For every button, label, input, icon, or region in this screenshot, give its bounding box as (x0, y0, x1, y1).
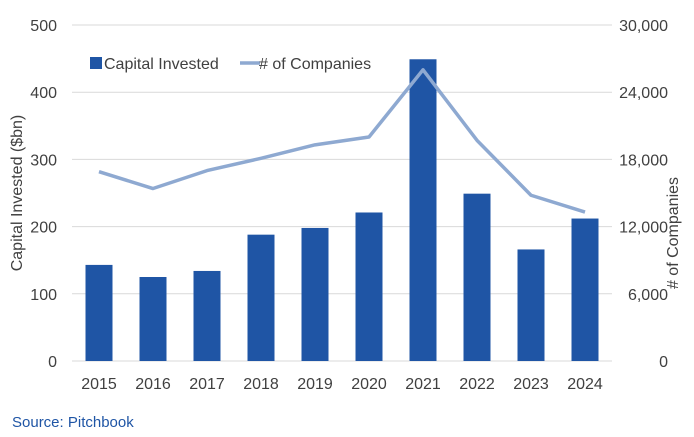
bar-series (85, 59, 599, 361)
y2-tick-label: 6,000 (628, 287, 668, 304)
bar-2019 (301, 227, 329, 361)
x-tick-label: 2022 (459, 376, 495, 393)
bar-2018 (247, 234, 275, 361)
y-axis-ticks: 0 100 200 300 400 500 (30, 18, 57, 371)
y-tick-label: 300 (30, 152, 57, 169)
y2-axis-ticks: 0 6,000 12,000 18,000 24,000 30,000 (619, 18, 668, 371)
y2-tick-label: 24,000 (619, 85, 668, 102)
y2-axis-title: # of Companies (665, 177, 682, 289)
y-tick-label: 200 (30, 220, 57, 237)
source-note: Source: Pitchbook (12, 414, 134, 431)
x-tick-label: 2024 (567, 376, 603, 393)
bar-2020 (355, 212, 383, 361)
y-axis-title: Capital Invested ($bn) (9, 115, 26, 272)
bar-2022 (463, 193, 491, 361)
x-tick-label: 2021 (405, 376, 441, 393)
bar-2024 (571, 218, 599, 361)
x-tick-label: 2019 (297, 376, 333, 393)
bar-2021 (409, 59, 437, 361)
y-tick-label: 500 (30, 18, 57, 35)
bar-2015 (85, 264, 113, 361)
companies-line (98, 68, 586, 214)
x-tick-label: 2020 (351, 376, 387, 393)
y2-tick-label: 12,000 (619, 220, 668, 237)
x-tick-label: 2018 (243, 376, 279, 393)
bar-2017 (193, 270, 221, 361)
x-tick-label: 2017 (189, 376, 225, 393)
x-tick-label: 2016 (135, 376, 171, 393)
legend-label-capital-invested: Capital Invested (104, 56, 219, 73)
legend-label-companies: # of Companies (259, 56, 371, 73)
y2-tick-label: 30,000 (619, 18, 668, 35)
x-axis-ticks: 2015 2016 2017 2018 2019 2020 2021 2022 2023 2024 (81, 376, 603, 393)
y2-tick-label: 18,000 (619, 152, 668, 169)
line-series (98, 68, 586, 214)
y-tick-label: 400 (30, 85, 57, 102)
legend: Capital Invested # of Companies (90, 56, 371, 73)
x-tick-label: 2015 (81, 376, 117, 393)
x-tick-label: 2023 (513, 376, 549, 393)
legend-swatch-capital-invested (90, 57, 102, 69)
y2-tick-label: 0 (659, 354, 668, 371)
y-tick-label: 100 (30, 287, 57, 304)
bar-2023 (517, 249, 545, 361)
y-tick-label: 0 (48, 354, 57, 371)
bar-2016 (139, 277, 167, 361)
